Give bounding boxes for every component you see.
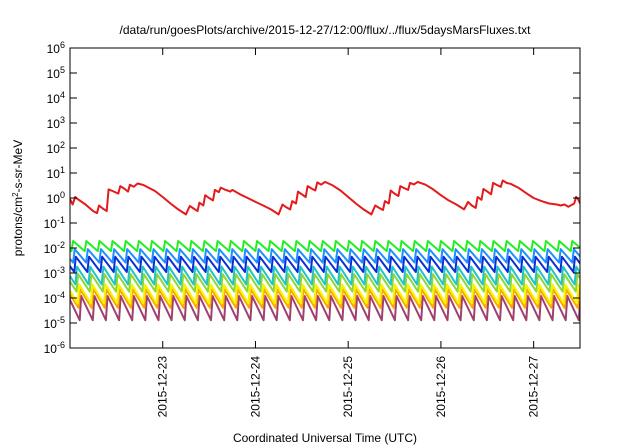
series-line bbox=[70, 248, 580, 264]
x-tick-label: 2015-12-26 bbox=[434, 356, 448, 418]
y-tick-label-exp: 3 bbox=[60, 115, 65, 125]
y-axis-label-main: protons/cm bbox=[11, 197, 25, 256]
y-tick-label-exp: 6 bbox=[60, 40, 65, 50]
y-tick-label-exp: 4 bbox=[60, 90, 65, 100]
x-axis-label: Coordinated Universal Time (UTC) bbox=[233, 431, 417, 445]
y-tick-label: 105 bbox=[47, 65, 65, 81]
series-line bbox=[70, 255, 580, 273]
y-tick-label: 101 bbox=[47, 165, 65, 181]
series-line bbox=[70, 288, 580, 309]
x-tick-label: 2015-12-23 bbox=[156, 356, 170, 418]
y-tick-label: 10-5 bbox=[44, 315, 65, 331]
y-tick-label-base: 10 bbox=[47, 92, 61, 106]
y-tick-label-base: 10 bbox=[47, 117, 61, 131]
y-tick-label: 102 bbox=[47, 140, 65, 156]
y-tick-label-exp: -1 bbox=[57, 215, 65, 225]
y-tick-label: 10-1 bbox=[44, 215, 65, 231]
y-axis: 10-610-510-410-310-210-11001011021031041… bbox=[44, 40, 580, 356]
y-axis-label: protons/cm2-s-sr-MeV bbox=[11, 140, 26, 256]
y-tick-label-base: 10 bbox=[47, 67, 61, 81]
y-tick-label-base: 10 bbox=[44, 317, 58, 331]
y-tick-label-exp: -5 bbox=[57, 315, 65, 325]
y-tick-label-exp: 1 bbox=[60, 165, 65, 175]
y-axis-label-sup: 2 bbox=[11, 192, 20, 197]
y-tick-label-exp: 2 bbox=[60, 140, 65, 150]
y-tick-label-base: 10 bbox=[44, 342, 58, 356]
y-tick-label: 100 bbox=[47, 190, 65, 206]
x-tick-label: 2015-12-24 bbox=[248, 356, 262, 418]
y-tick-label-exp: 5 bbox=[60, 65, 65, 75]
y-tick-label-base: 10 bbox=[47, 167, 61, 181]
series-line bbox=[70, 295, 580, 322]
series-line bbox=[70, 265, 580, 286]
y-tick-label: 10-2 bbox=[44, 240, 65, 256]
chart-title: /data/run/goesPlots/archive/2015-12-27/1… bbox=[120, 23, 532, 37]
y-axis-label-rest: -s-sr-MeV bbox=[11, 140, 25, 193]
y-tick-label-base: 10 bbox=[47, 192, 61, 206]
y-tick-label-base: 10 bbox=[47, 142, 61, 156]
series-line bbox=[70, 273, 580, 293]
y-tick-label-exp: 0 bbox=[60, 190, 65, 200]
series-layer bbox=[70, 179, 580, 322]
y-tick-label-exp: -4 bbox=[57, 290, 65, 300]
y-tick-label-base: 10 bbox=[44, 242, 58, 256]
x-tick-label: 2015-12-25 bbox=[341, 356, 355, 418]
series-line bbox=[70, 179, 580, 216]
y-tick-label-base: 10 bbox=[44, 217, 58, 231]
x-axis: 2015-12-23 2015-12-24 2015-12-25 2015-12-26… bbox=[156, 48, 541, 417]
y-tick-label: 10-3 bbox=[44, 265, 65, 281]
y-tick-label: 10-6 bbox=[44, 340, 65, 356]
x-tick-label: 2015-12-27 bbox=[527, 356, 541, 418]
series-line bbox=[70, 283, 580, 305]
y-tick-label: 104 bbox=[47, 90, 65, 106]
y-tick-label: 103 bbox=[47, 115, 65, 131]
y-tick-label-base: 10 bbox=[47, 42, 61, 56]
y-tick-label-exp: -3 bbox=[57, 265, 65, 275]
y-tick-label-exp: -2 bbox=[57, 240, 65, 250]
y-tick-label: 10-4 bbox=[44, 290, 65, 306]
series-line bbox=[70, 240, 580, 253]
y-tick-label-base: 10 bbox=[44, 267, 58, 281]
y-tick-label-exp: -6 bbox=[57, 340, 65, 350]
y-tick-label-base: 10 bbox=[44, 292, 58, 306]
y-tick-label: 106 bbox=[47, 40, 65, 56]
